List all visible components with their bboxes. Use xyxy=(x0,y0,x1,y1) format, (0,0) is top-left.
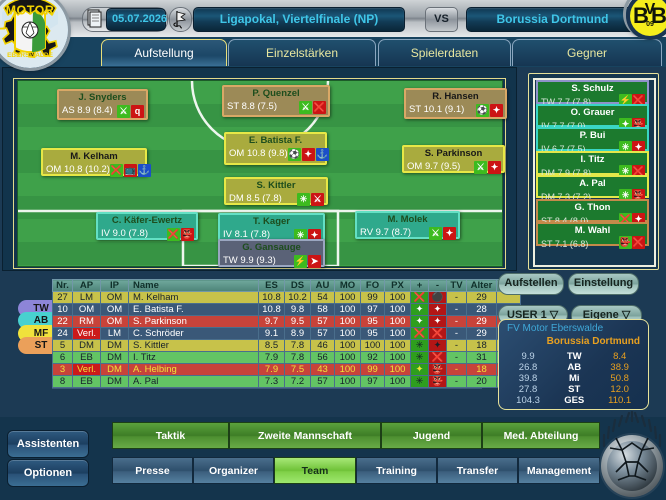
svg-text:09: 09 xyxy=(646,21,654,28)
svg-text:MOTOR: MOTOR xyxy=(6,4,55,18)
svg-text:EBERSWALDE: EBERSWALDE xyxy=(7,52,54,59)
